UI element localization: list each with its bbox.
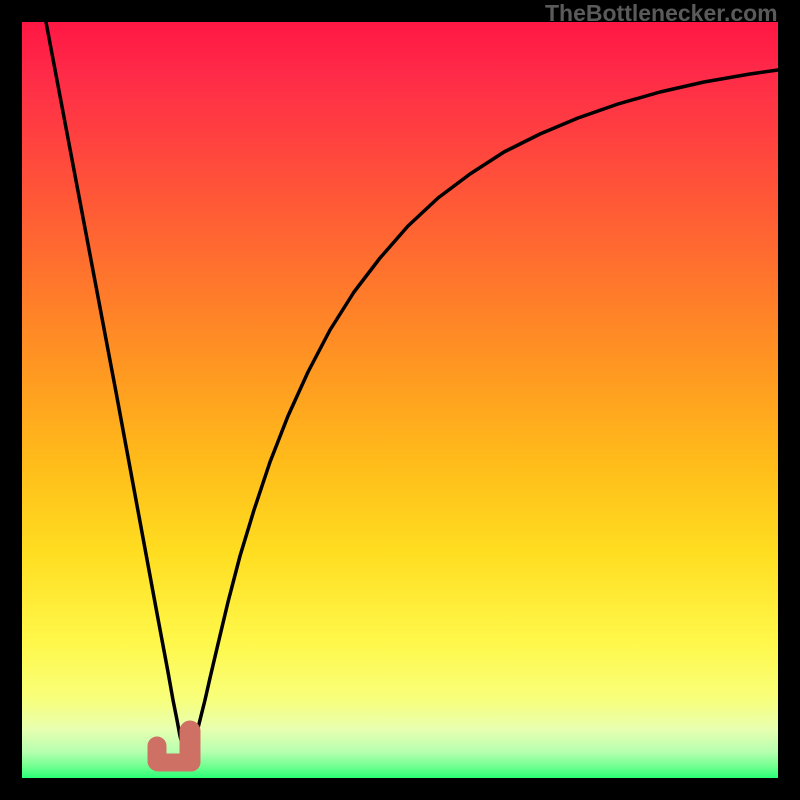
gradient-background: [22, 22, 778, 778]
chart-svg: [0, 0, 800, 800]
watermark-text: TheBottlenecker.com: [545, 0, 778, 27]
chart-container: TheBottlenecker.com: [0, 0, 800, 800]
